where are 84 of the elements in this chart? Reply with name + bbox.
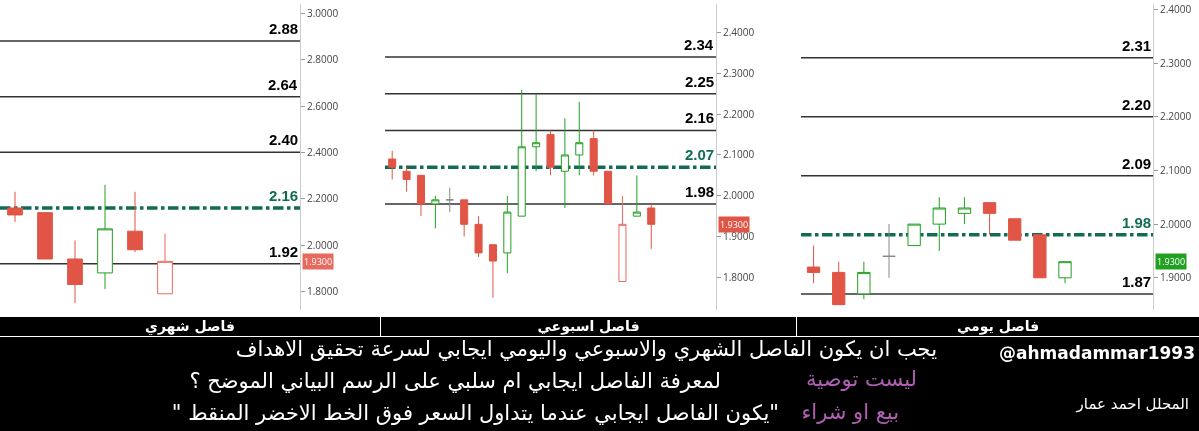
candlestick [127,191,143,253]
candlestick [445,187,454,213]
candlestick [402,166,411,193]
candlestick [857,261,871,300]
text: بيع او شراء [801,400,899,424]
ref-line-label: 2.88 [269,20,299,37]
y-tick-label: 2.0000 [1160,216,1192,231]
y-tick-label: 2.2000 [1160,109,1192,124]
candlestick [932,196,946,252]
x-axis-title: فاصل اسبوعي [381,317,796,336]
candlestick [416,174,425,217]
candlestick [806,245,821,284]
ref-line-label: 1.92 [269,243,299,260]
candlestick [604,170,613,205]
candlestick [157,233,173,295]
y-tick-label: 1.8000 [307,283,339,298]
ref-line-label: 2.16 [269,187,299,204]
text: يجب ان يكون الفاصل الشهري والاسبوعي واليومي ايجابي لسرعة تحقيق الاهداف [235,337,937,361]
y-tick-label: 2.0000 [723,188,755,203]
text: "يكون الفاصل ايجابي عندما يتداول السعر فوق الخط الاخضر المنقط " [171,401,779,425]
text: المحلل احمد عمار [1076,395,1189,413]
candlestick [388,150,397,180]
y-tick-label: 3.0000 [307,5,339,20]
text: 1.9300 [304,255,333,268]
x-axis-title: فاصل يومي [797,317,1199,336]
candlestick [1008,218,1022,241]
y-tick-label: 2.4000 [723,25,755,40]
y-tick-label: 1.9000 [723,229,755,244]
ref-line-label: 2.09 [1122,155,1152,172]
ref-line-label: 2.25 [685,73,715,90]
candlestick [7,191,23,223]
y-tick-label: 2.4000 [1160,1,1192,16]
candlestick [474,215,483,258]
y-tick-label: 2.8000 [307,52,339,67]
candlestick [1058,261,1072,284]
candlestick [560,117,569,209]
y-tick-label: 1.9000 [1160,270,1192,285]
ref-line-label: 2.34 [684,36,714,53]
ref-line-label: 2.07 [685,146,715,163]
candlestick [632,174,641,217]
candlestick [1033,234,1047,279]
text: 1.9300 [1157,255,1186,268]
candlestick [618,195,627,282]
ref-line-label: 2.40 [269,131,299,148]
ref-line-label: 1.87 [1122,273,1152,290]
text: لمعرفة الفاصل ايجابي ام سلبي على الرسم البياني الموضح ؟ [189,369,721,393]
text: 1.9300 [720,218,749,231]
y-tick-label: 2.1000 [723,147,755,162]
text: @ahmadammar1993 [999,343,1195,363]
candlestick [589,129,598,176]
candlestick [67,239,83,304]
candlestick [882,223,896,279]
x-axis-title: فاصل شهري [0,317,380,336]
ref-line-label: 2.20 [1122,96,1152,113]
text: ليست توصية [806,367,917,391]
y-tick-label: 2.1000 [1160,162,1192,177]
candlestick [957,196,972,225]
candlestick [575,101,584,176]
candlestick [97,184,113,290]
y-tick-label: 2.2000 [307,191,339,206]
candlestick [37,212,53,260]
y-tick-label: 2.6000 [307,98,339,113]
candlestick [982,202,997,236]
candlestick [907,223,921,247]
ref-line-label: 2.16 [685,109,715,126]
y-tick-label: 2.0000 [307,237,339,252]
y-tick-label: 2.3000 [1160,55,1192,70]
y-tick-label: 2.4000 [307,144,339,159]
ref-line-label: 2.64 [268,76,298,93]
candlestick [517,89,526,217]
candlestick [647,203,656,250]
candlestick [431,195,440,229]
y-tick-label: 2.2000 [723,106,755,121]
candlestick [488,244,497,299]
candlestick [532,93,541,172]
candlestick [546,129,555,176]
candlestick [832,261,846,306]
candlestick [503,195,512,274]
candlestick [460,199,469,238]
y-tick-label: 2.3000 [723,65,755,80]
ref-line-label: 2.31 [1122,37,1152,54]
ref-line-label: 1.98 [685,183,715,200]
ref-line-label: 1.98 [1122,214,1152,231]
y-tick-label: 1.8000 [723,269,755,284]
